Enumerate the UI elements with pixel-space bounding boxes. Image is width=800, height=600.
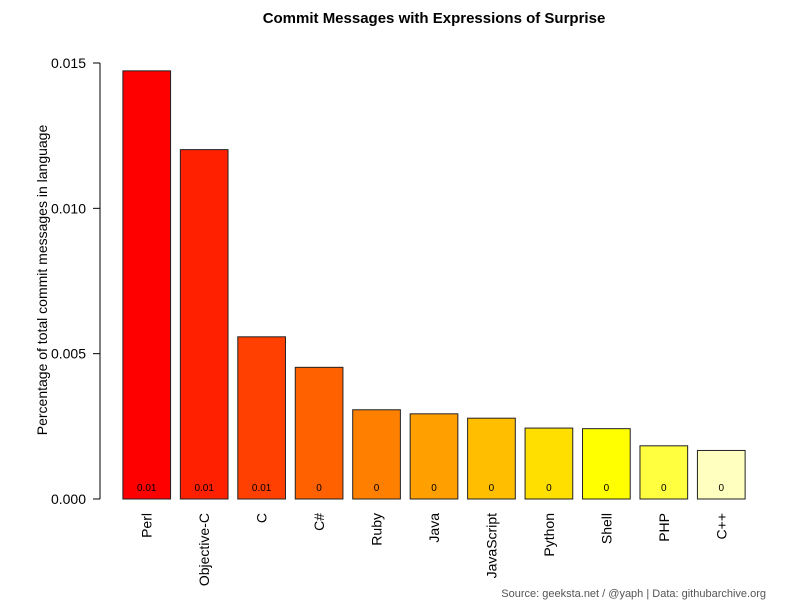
bar-data-label: 0 — [316, 483, 322, 494]
bar-data-label: 0.01 — [194, 483, 214, 494]
bar-objective-c — [179, 149, 229, 500]
bar-data-label: 0 — [489, 483, 495, 494]
bar-data-label: 0.01 — [137, 483, 157, 494]
bar-shell — [582, 428, 631, 500]
y-axis-tick-label: 0.010 — [51, 200, 86, 216]
bar-ruby — [352, 409, 401, 500]
x-axis-tick-labels: Perl Objective-C C C# Ruby Java JavaScript Pyth… — [139, 513, 730, 586]
x-axis-tick-label: C — [254, 513, 270, 523]
x-axis-tick-label: JavaScript — [483, 513, 499, 578]
y-axis: 0.000 0.005 0.010 0.015 — [51, 55, 101, 507]
x-axis-tick-label: Shell — [598, 513, 614, 544]
bar-java — [409, 413, 459, 500]
x-axis-tick-label: Ruby — [369, 513, 385, 546]
y-axis-tick-label: 0.005 — [51, 346, 86, 362]
source-credit: Source: geeksta.net / @yaph | Data: gith… — [501, 588, 766, 600]
bars-group: 0.01 0.01 0.01 0 0 0 0 0 0 0 0 — [122, 70, 746, 500]
x-axis-tick-label: Objective-C — [196, 513, 212, 586]
y-axis-label: Percentage of total commit messages in l… — [34, 125, 50, 436]
bar-data-label: 0 — [718, 483, 724, 494]
bar-data-label: 0 — [431, 483, 437, 494]
x-axis-tick-label: Python — [541, 513, 557, 557]
bar-data-label: 0 — [374, 483, 380, 494]
chart-title: Commit Messages with Expressions of Surp… — [263, 10, 606, 27]
bar-c — [237, 336, 286, 500]
y-axis-tick-label: 0.015 — [51, 55, 86, 71]
x-axis-tick-label: PHP — [656, 513, 672, 542]
bar-perl — [122, 70, 172, 500]
bar-c- — [696, 449, 746, 500]
bar-c- — [294, 366, 344, 500]
y-axis-tick-label: 0.000 — [51, 491, 86, 507]
bar-data-label: 0 — [546, 483, 552, 494]
bar-data-label: 0.01 — [252, 483, 272, 494]
x-axis-tick-label: Perl — [139, 513, 155, 538]
bar-python — [524, 427, 574, 500]
bar-php — [639, 445, 689, 500]
x-axis-tick-label: C++ — [713, 513, 729, 539]
x-axis-tick-label: C# — [311, 513, 327, 531]
bar-javascript — [467, 417, 516, 500]
x-axis-tick-label: Java — [426, 513, 442, 543]
bar-data-label: 0 — [661, 483, 667, 494]
bar-data-label: 0 — [604, 483, 610, 494]
